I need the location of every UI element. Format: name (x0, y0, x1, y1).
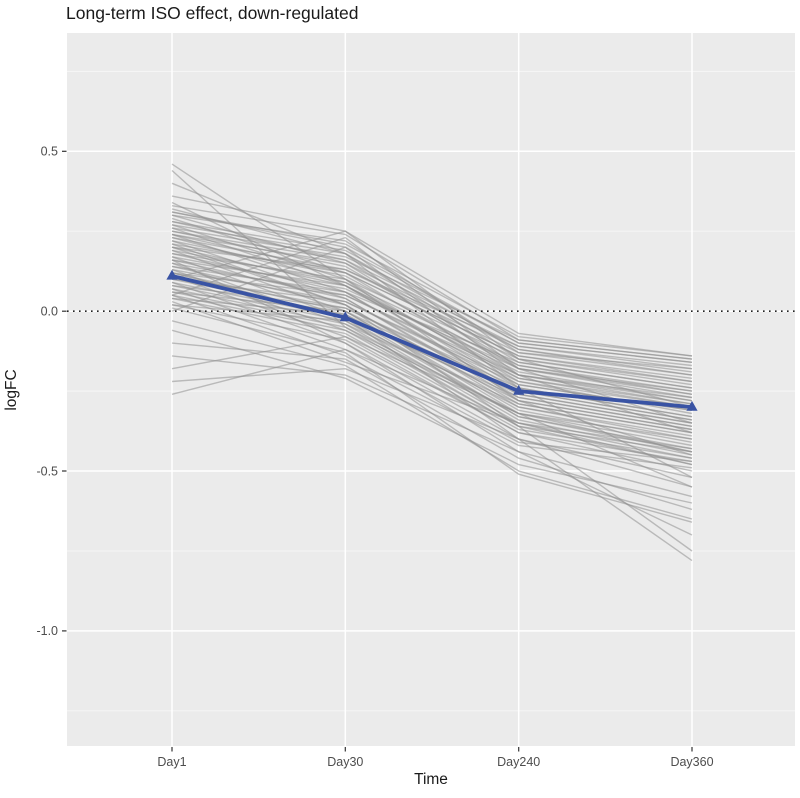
gene-line (171, 246, 693, 434)
x-tick-label: Day240 (497, 755, 540, 769)
gene-line (171, 320, 693, 520)
gene-line (171, 195, 693, 357)
gene-line (171, 211, 693, 357)
gene-line (171, 256, 693, 453)
gene-line (171, 288, 693, 463)
x-tick-label: Day1 (157, 755, 186, 769)
gene-line (171, 281, 693, 427)
gene-line (171, 236, 693, 424)
gene-line (171, 249, 693, 447)
y-tick-label: -0.5 (36, 464, 58, 478)
x-tick-label: Day30 (327, 755, 363, 769)
gene-line (171, 262, 693, 459)
axis-tick-labels: Day1 Day30 Day240 Day360 0.5 0.0 -0.5 -1.0 (36, 145, 713, 769)
gene-line (171, 307, 693, 523)
mean-marker-triangle (339, 311, 351, 322)
gene-lines (171, 163, 693, 562)
gene-line (171, 294, 693, 469)
gene-line (171, 243, 693, 383)
gene-line (171, 275, 693, 421)
mean-polyline (171, 274, 693, 409)
y-tick-label: 0.5 (41, 145, 58, 159)
gene-line (171, 246, 693, 552)
gene-line (171, 300, 693, 450)
y-tick-label: -1.0 (36, 624, 58, 638)
gene-line (171, 294, 693, 440)
gene-line (171, 288, 693, 434)
gene-line (171, 201, 693, 399)
mean-marker-triangle (513, 384, 525, 395)
gene-line (171, 205, 693, 360)
x-axis-title: Time (414, 771, 448, 788)
gene-line (171, 348, 693, 466)
gene-line (171, 182, 693, 479)
gene-line (171, 256, 693, 395)
gene-line (171, 259, 693, 536)
gene-line (171, 230, 693, 408)
mean-marker-triangle (686, 400, 698, 411)
mean-line (166, 269, 698, 411)
gene-line (171, 291, 693, 453)
x-tick-label: Day360 (670, 755, 713, 769)
gene-line (171, 220, 693, 363)
gene-line (171, 169, 693, 488)
gene-line (171, 367, 693, 488)
mean-marker-triangle (166, 269, 178, 280)
gene-line (171, 272, 693, 405)
gene-line (171, 163, 693, 456)
gene-line (171, 329, 693, 504)
axis-ticks (62, 150, 693, 752)
chart-title: Long-term ISO effect, down-regulated (66, 3, 359, 23)
y-axis-title: logFC (3, 369, 20, 410)
y-tick-label: 0.0 (41, 305, 58, 319)
